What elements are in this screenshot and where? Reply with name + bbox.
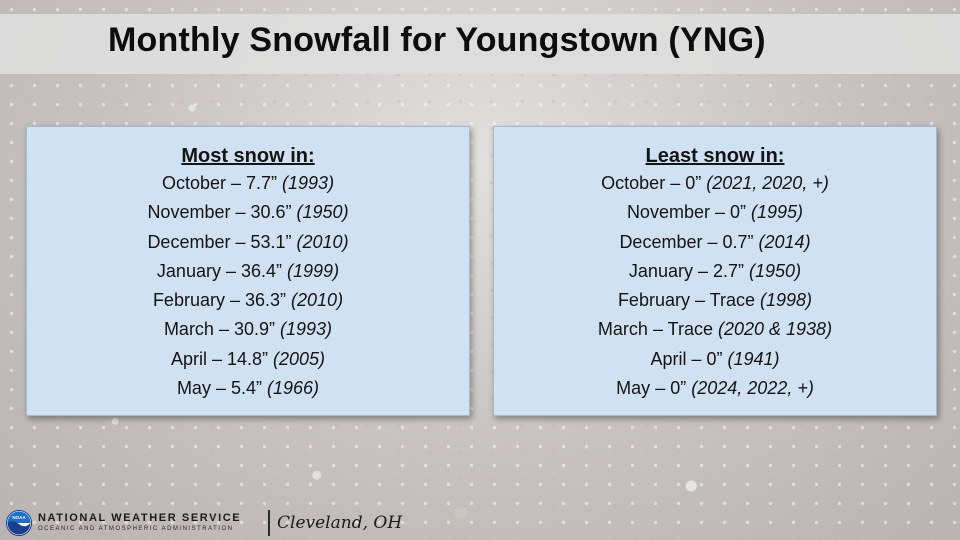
month-label: April (650, 348, 687, 369)
office-name: Cleveland, OH (277, 513, 403, 533)
record-year: (2005) (273, 348, 326, 369)
month-label: October (601, 173, 666, 193)
snow-amount: 30.6” (250, 202, 292, 223)
snow-amount: 53.1” (250, 231, 292, 252)
least-snow-row: January – 2.7” (1950) (628, 260, 802, 281)
snow-amount: 0” (706, 348, 723, 369)
least-snow-row: December – 0.7” (2014) (619, 231, 811, 252)
noaa-logo-icon: NOAA (6, 510, 32, 536)
record-year: (1993) (280, 319, 333, 340)
snow-amount: 0.7” (722, 231, 754, 252)
record-year: (2024, 2022, +) (691, 378, 814, 399)
footer: NOAA NATIONAL WEATHER SERVICE OCEANIC AN… (6, 508, 406, 540)
month-label: February (152, 290, 225, 311)
record-year: (1950) (296, 202, 349, 223)
record-year: (2020 & 1938) (717, 319, 833, 340)
snow-amount: 7.7” (245, 173, 278, 193)
month-label: March (597, 319, 648, 340)
snow-amount: 2.7” (712, 260, 745, 281)
record-year: (1995) (751, 202, 804, 223)
least-snow-row: February – Trace (1998) (617, 290, 813, 311)
snow-amount: 0” (670, 378, 687, 399)
snow-amount: Trace (709, 290, 755, 311)
snow-amount: 30.9” (233, 319, 275, 340)
most-snow-row: February – 36.3” (2010) (152, 290, 344, 311)
snow-amount: 0” (685, 173, 702, 193)
month-label: November (626, 202, 710, 223)
least-snow-row: November – 0” (1995) (626, 202, 804, 223)
month-label: January (156, 260, 221, 281)
record-year: (1993) (282, 173, 335, 193)
least-snow-row: May – 0” (2024, 2022, +) (616, 378, 814, 399)
agency-subtitle: OCEANIC AND ATMOSPHERIC ADMINISTRATION (38, 526, 234, 532)
month-label: October (161, 173, 226, 193)
title-band (0, 14, 960, 74)
footer-divider (268, 510, 270, 536)
least-snow-row: April – 0” (1941) (650, 348, 780, 369)
most-snow-panel: Most snow in: October – 7.7” (1993) Novem… (26, 126, 470, 416)
record-year: (1966) (267, 378, 320, 399)
noaa-logo-text: NOAA (12, 515, 26, 520)
record-year: (2010) (296, 231, 349, 252)
least-snow-list: October – 0” (2021, 2020, +) November – 0… (494, 169, 936, 403)
month-label: November (147, 202, 231, 223)
least-snow-panel: Least snow in: October – 0” (2021, 2020,… (493, 126, 937, 416)
most-snow-row: May – 5.4” (1966) (176, 378, 320, 399)
most-snow-row: April – 14.8” (2005) (170, 348, 326, 369)
most-snow-row: March – 30.9” (1993) (163, 319, 333, 340)
snow-amount: 0” (729, 202, 746, 223)
most-snow-row: December – 53.1” (2010) (147, 231, 349, 252)
month-label: January (628, 260, 693, 281)
month-label: March (163, 319, 214, 340)
record-year: (1950) (749, 260, 802, 281)
most-snow-row: November – 30.6” (1950) (147, 202, 349, 223)
page-title: Monthly Snowfall for Youngstown (YNG) (108, 21, 766, 59)
month-label: April (170, 348, 207, 369)
agency-name: NATIONAL WEATHER SERVICE (38, 512, 242, 524)
most-snow-row: October – 7.7” (1993) (161, 173, 335, 193)
record-year: (1941) (727, 348, 780, 369)
month-label: May (176, 378, 211, 399)
month-label: December (147, 231, 231, 252)
record-year: (1998) (760, 290, 813, 311)
most-snow-list: October – 7.7” (1993) November – 30.6” (1… (27, 169, 469, 403)
least-snow-row: October – 0” (2021, 2020, +) (601, 173, 829, 193)
month-label: February (617, 290, 690, 311)
month-label: May (616, 378, 651, 399)
snow-amount: Trace (667, 319, 713, 340)
record-year: (2010) (291, 290, 344, 311)
snow-amount: 5.4” (230, 378, 262, 399)
record-year: (1999) (287, 260, 340, 281)
snow-amount: 36.3” (244, 290, 287, 311)
month-label: December (619, 231, 703, 252)
least-snow-row: March – Trace (2020 & 1938) (597, 319, 833, 340)
snow-amount: 36.4” (240, 260, 283, 281)
least-snow-heading: Least snow in: (645, 145, 785, 167)
most-snow-row: January – 36.4” (1999) (156, 260, 340, 281)
record-year: (2021, 2020, +) (706, 173, 829, 193)
most-snow-heading: Most snow in: (181, 145, 315, 167)
record-year: (2014) (758, 231, 811, 252)
snow-amount: 14.8” (226, 348, 268, 369)
